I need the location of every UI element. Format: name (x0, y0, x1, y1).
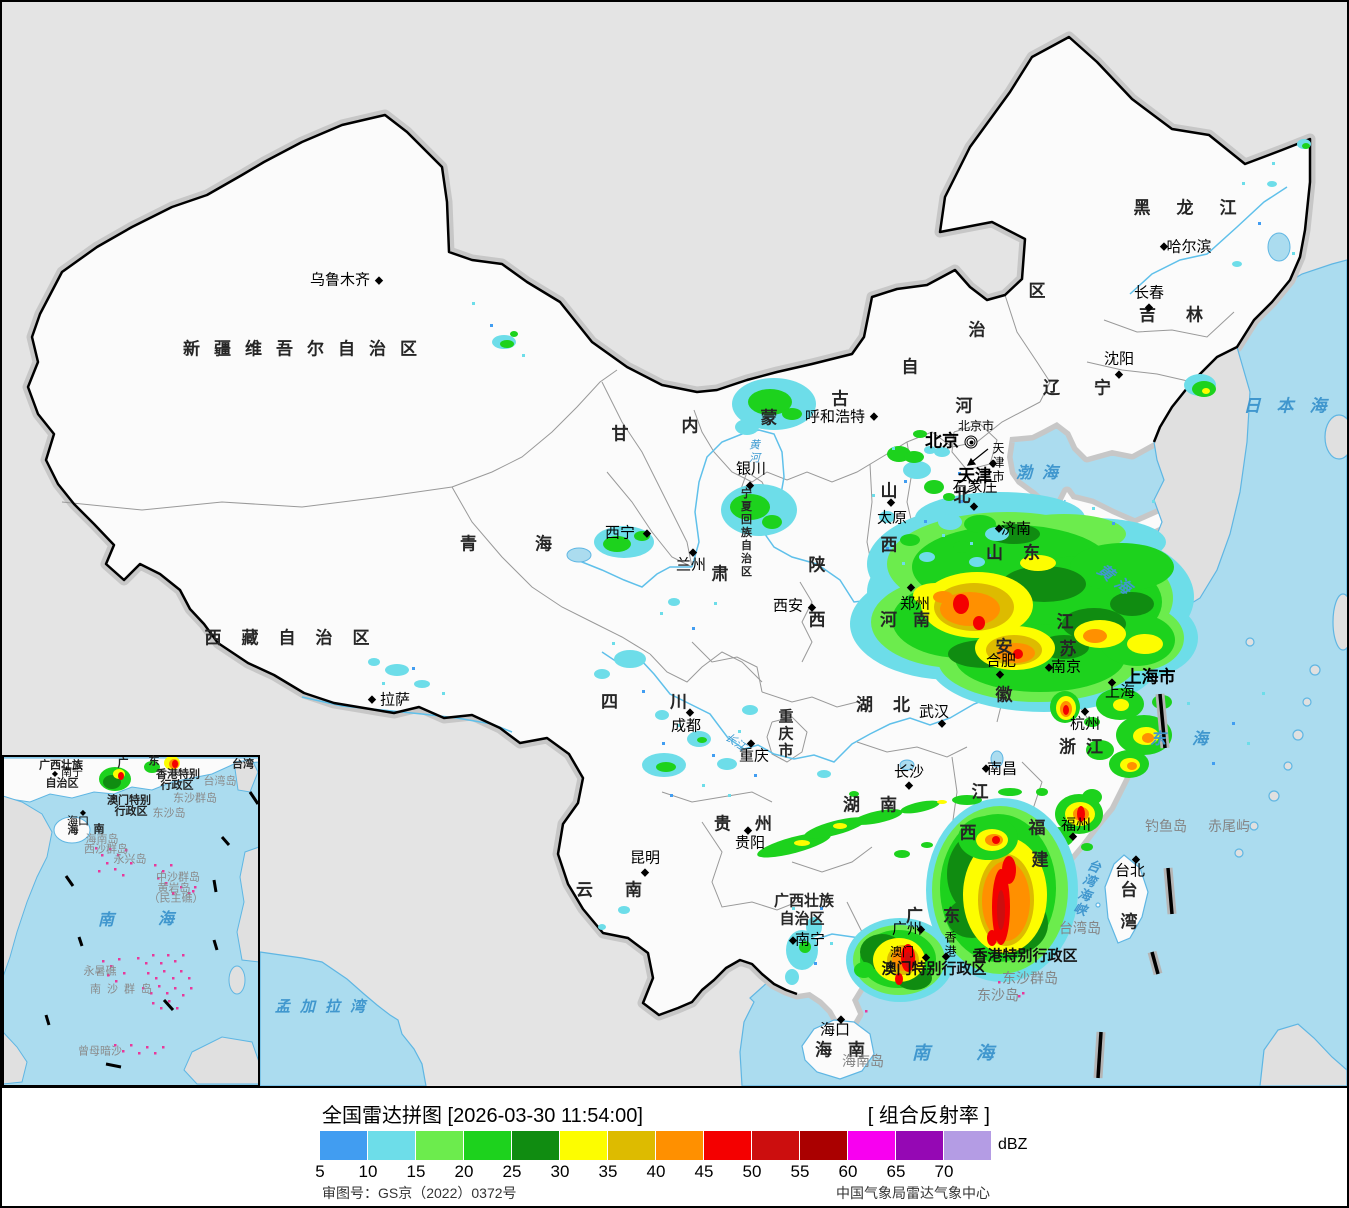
legend-color-10 (368, 1131, 415, 1160)
legend-color-70 (944, 1131, 991, 1160)
legend-tick-15: 15 (406, 1162, 426, 1181)
foreign-lands (1151, 346, 1347, 1086)
legend-tick-65: 65 (886, 1162, 906, 1181)
legend-tick-55: 55 (790, 1162, 810, 1181)
legend-colorbar (320, 1131, 991, 1160)
legend-color-40 (656, 1131, 703, 1160)
hainan-island-shape (801, 1019, 875, 1080)
legend-color-65 (896, 1131, 943, 1160)
legend-color-5 (320, 1131, 367, 1160)
legend-tick-25: 25 (502, 1162, 522, 1181)
legend-tick-35: 35 (598, 1162, 618, 1181)
legend-tick-60: 60 (838, 1162, 858, 1181)
map-title: 全国雷达拼图 [2026-03-30 11:54:00] (322, 1105, 643, 1127)
legend-tick-50: 50 (742, 1162, 762, 1181)
bay-of-bengal (259, 951, 427, 1086)
legend-color-30 (560, 1131, 607, 1160)
legend-tick-70: 70 (934, 1162, 954, 1181)
data-source-credit: 中国气象局雷达气象中心 (836, 1185, 990, 1201)
radar-echoes (368, 139, 1311, 1002)
legend-unit-label: dBZ (998, 1136, 1028, 1153)
map-canvas (2, 2, 1347, 1086)
china-islands (801, 854, 1149, 1080)
legend-tick-10: 10 (358, 1162, 378, 1181)
lakes (566, 232, 1291, 771)
legend-tick-30: 30 (550, 1162, 570, 1181)
boundary-dashes (1093, 693, 1177, 1079)
legend-color-55 (800, 1131, 847, 1160)
tianjin-arrow (966, 448, 989, 466)
legend-color-15 (416, 1131, 463, 1160)
national-border (26, 35, 1312, 1017)
legend-color-35 (608, 1131, 655, 1160)
legend-panel: 全国雷达拼图 [2026-03-30 11:54:00] [ 组合反射率 ] 5… (2, 1086, 1347, 1206)
legend-color-50 (752, 1131, 799, 1160)
legend-tick-5: 5 (315, 1162, 325, 1181)
china-radar-map[interactable]: 黑龙江 吉林 辽宁 新疆维吾尔自治区 西藏自治区 青海甘肃内蒙古自治区宁夏回族自治区陕西山… (2, 2, 1347, 1086)
map-approval-number: 审图号：GS京（2022）0372号 (322, 1185, 517, 1201)
japan-island (1324, 414, 1347, 460)
legend-color-25 (512, 1131, 559, 1160)
south-china-sea-inset (2, 755, 1025, 1086)
china-landmass (28, 37, 1310, 1028)
legend-tick-40: 40 (646, 1162, 666, 1181)
legend-tick-20: 20 (454, 1162, 474, 1181)
legend-color-60 (848, 1131, 895, 1160)
legend-tick-45: 45 (694, 1162, 714, 1181)
philippines (1259, 1023, 1347, 1086)
echo-speckles (382, 162, 1295, 965)
legend-color-45 (704, 1131, 751, 1160)
legend-color-20 (464, 1131, 511, 1160)
taiwan-island-shape (1104, 854, 1149, 944)
product-type-label: [ 组合反射率 ] (867, 1105, 990, 1127)
